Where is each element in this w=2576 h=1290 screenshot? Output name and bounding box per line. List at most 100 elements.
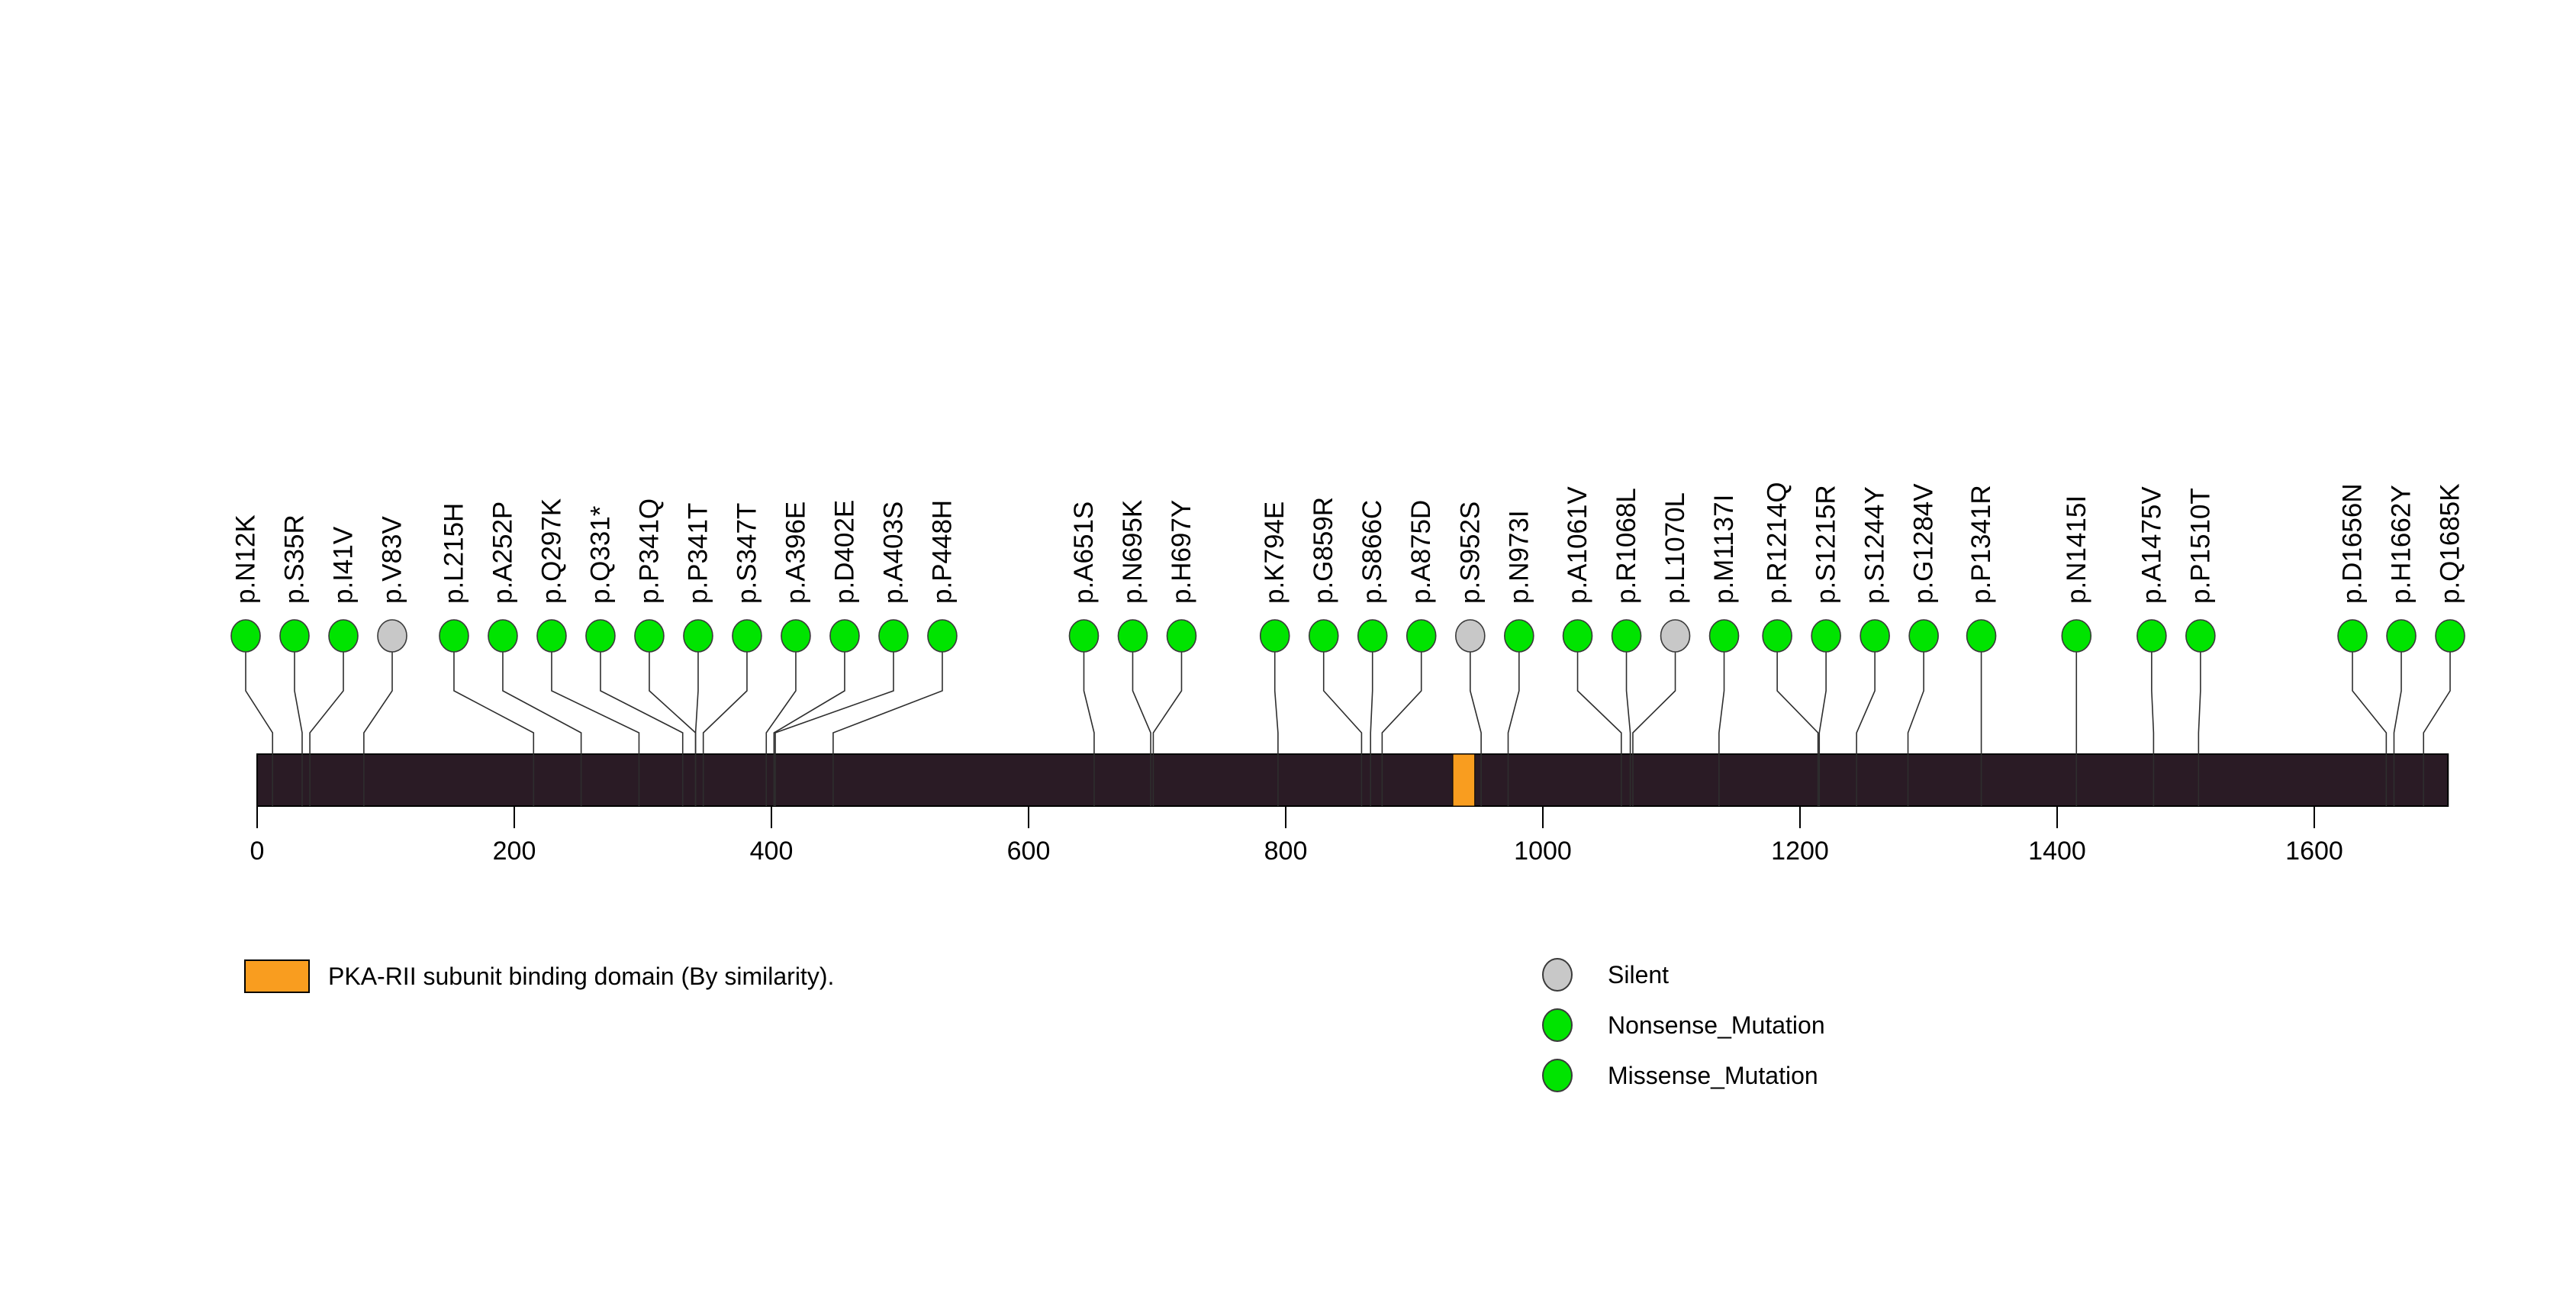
mutation-label: p.P341Q xyxy=(634,498,664,604)
mutation-circle xyxy=(1660,619,1691,653)
axis-tick-label: 0 xyxy=(250,837,265,866)
domain-region xyxy=(1452,753,1476,807)
mutation-stick xyxy=(2393,652,2402,806)
mutation-label: p.A1061V xyxy=(1563,486,1592,604)
mutation-stick xyxy=(453,652,535,806)
mutation-label: p.A403S xyxy=(878,501,908,604)
mutation-stick xyxy=(1322,652,1363,806)
mutation-stick xyxy=(1274,652,1279,806)
mutation-stick xyxy=(765,652,797,806)
axis-tick-label: 1400 xyxy=(2028,837,2086,866)
mutation-stick xyxy=(702,652,748,806)
variant-class-legend: Silent Nonsense_Mutation Missense_Mutati… xyxy=(1542,958,1825,1109)
mutation-label: p.N695K xyxy=(1118,500,1148,604)
mutation-label: p.H697Y xyxy=(1167,500,1196,604)
mutation-stick xyxy=(1776,652,1819,806)
legend-row-missense: Missense_Mutation xyxy=(1542,1059,1825,1092)
silent-legend-dot xyxy=(1542,958,1573,992)
mutation-label: p.H1662Y xyxy=(2387,485,2417,604)
mutation-circle xyxy=(732,619,762,653)
mutation-circle xyxy=(2136,619,2167,653)
mutation-stick xyxy=(1625,652,1631,806)
axis-tick-label: 1000 xyxy=(1514,837,1572,866)
missense-legend-dot xyxy=(1542,1059,1573,1092)
mutation-label: p.G859R xyxy=(1309,497,1338,604)
mutation-circle xyxy=(927,619,958,653)
mutation-stick xyxy=(294,652,303,806)
mutation-label: p.S952S xyxy=(1455,501,1485,604)
mutation-label: p.S35R xyxy=(280,514,310,604)
mutation-circle xyxy=(585,619,616,653)
mutation-circle xyxy=(1504,619,1534,653)
mutation-circle xyxy=(1860,619,1890,653)
axis-tick-label: 1600 xyxy=(2285,837,2343,866)
mutation-stick xyxy=(1856,652,1876,806)
mutation-stick xyxy=(600,652,684,806)
mutation-stick xyxy=(774,652,894,806)
legend-row-nonsense: Nonsense_Mutation xyxy=(1542,1008,1825,1042)
mutation-circle xyxy=(878,619,909,653)
mutation-circle xyxy=(1117,619,1148,653)
mutation-stick xyxy=(363,652,393,806)
mutation-label: p.A651S xyxy=(1069,501,1099,604)
mutation-stick xyxy=(2352,652,2388,806)
mutation-stick xyxy=(1718,652,1725,806)
mutation-label: p.A875D xyxy=(1406,500,1436,604)
mutation-label: p.P341T xyxy=(683,503,713,604)
mutation-stick xyxy=(1083,652,1095,806)
mutation-circle xyxy=(1562,619,1593,653)
mutation-stick xyxy=(1381,652,1422,806)
mutation-circle xyxy=(829,619,860,653)
mutation-circle xyxy=(1708,619,1740,653)
axis-tick-label: 800 xyxy=(1264,837,1308,866)
mutation-label: p.S347T xyxy=(732,503,762,604)
mutation-label: p.R1068L xyxy=(1612,488,1641,604)
mutation-circle xyxy=(377,619,407,653)
mutation-circle xyxy=(488,619,518,653)
mutation-circle xyxy=(683,619,713,653)
mutation-stick xyxy=(551,652,640,806)
mutation-label: p.N12K xyxy=(231,514,261,604)
mutation-circle xyxy=(536,619,567,653)
mutation-circle xyxy=(279,619,310,653)
mutation-label: p.L1070L xyxy=(1660,492,1690,604)
mutation-label: p.L215H xyxy=(439,503,469,604)
mutation-circle xyxy=(2337,619,2368,653)
legend-row-silent: Silent xyxy=(1542,958,1825,992)
mutation-stick xyxy=(1632,652,1676,806)
mutation-label: p.P1341R xyxy=(1966,485,1996,604)
mutation-stick xyxy=(2423,652,2451,806)
mutation-label: p.Q331* xyxy=(585,505,615,604)
mutation-label: p.P448H xyxy=(927,500,957,604)
mutation-stick xyxy=(1818,652,1827,806)
mutation-stick xyxy=(502,652,582,806)
mutation-stick xyxy=(1152,652,1183,806)
domain-legend-label: PKA-RII subunit binding domain (By simil… xyxy=(328,962,835,990)
axis-tick-label: 600 xyxy=(1007,837,1051,866)
silent-legend-label: Silent xyxy=(1608,960,1670,988)
mutation-label: p.P1510T xyxy=(2185,488,2215,604)
mutation-stick xyxy=(2198,652,2201,806)
protein-bar xyxy=(256,753,2449,807)
mutation-label: p.M1137I xyxy=(1709,495,1739,604)
nonsense-legend-label: Nonsense_Mutation xyxy=(1608,1011,1825,1039)
mutation-stick xyxy=(694,652,699,806)
missense-legend-label: Missense_Mutation xyxy=(1608,1061,1818,1089)
axis-tick-label: 1200 xyxy=(1771,837,1829,866)
mutation-circle xyxy=(1308,619,1339,653)
mutation-label: p.K794E xyxy=(1260,501,1290,604)
mutation-stick xyxy=(245,652,274,806)
mutation-circle xyxy=(1811,619,1841,653)
mutation-circle xyxy=(1455,619,1486,653)
nonsense-legend-dot xyxy=(1542,1008,1573,1042)
mutation-stick xyxy=(2151,652,2155,806)
mutation-label: p.S866C xyxy=(1357,500,1387,604)
mutation-stick xyxy=(773,652,845,806)
mutation-stick xyxy=(832,652,943,806)
mutation-circle xyxy=(1068,619,1100,653)
mutation-circle xyxy=(328,619,359,653)
mutation-stick xyxy=(309,652,344,806)
mutation-circle xyxy=(781,619,811,653)
domain-legend: PKA-RII subunit binding domain (By simil… xyxy=(244,959,834,993)
